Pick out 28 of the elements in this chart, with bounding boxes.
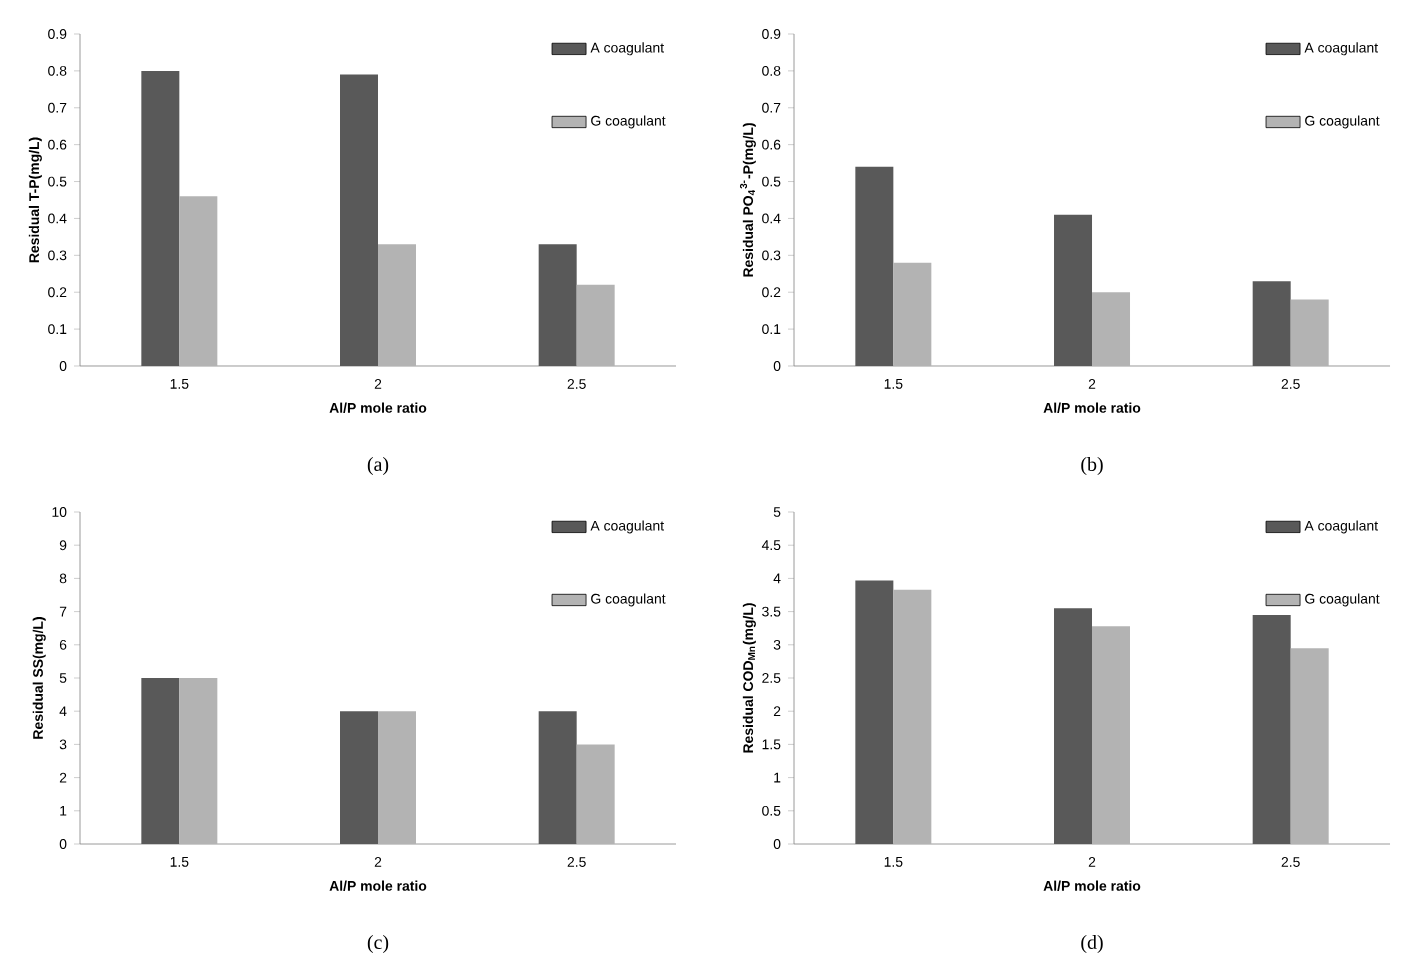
bar: [340, 711, 378, 844]
text: (c): [367, 934, 389, 954]
bar: [1092, 626, 1131, 844]
bar: [179, 678, 218, 844]
bar: [1252, 281, 1291, 366]
bar: [538, 244, 577, 366]
bar: [378, 711, 416, 844]
bar: [1092, 292, 1131, 366]
text: (a): [367, 456, 389, 476]
text: (d): [1081, 934, 1103, 954]
bar: [855, 166, 894, 366]
bar: [378, 244, 416, 366]
bar: [893, 262, 932, 366]
bar: [141, 70, 180, 366]
bar: [1252, 614, 1291, 844]
bar: [576, 744, 615, 844]
bar: [855, 580, 894, 844]
bar: [179, 196, 218, 366]
bar: [893, 589, 932, 844]
text: (b): [1081, 456, 1103, 476]
bar: [340, 74, 378, 366]
bar: [1290, 648, 1329, 844]
bar: [1054, 608, 1093, 844]
bar: [1290, 299, 1329, 366]
bar: [141, 678, 180, 844]
bar: [538, 711, 577, 844]
bar: [1054, 214, 1093, 366]
bar: [576, 284, 615, 366]
